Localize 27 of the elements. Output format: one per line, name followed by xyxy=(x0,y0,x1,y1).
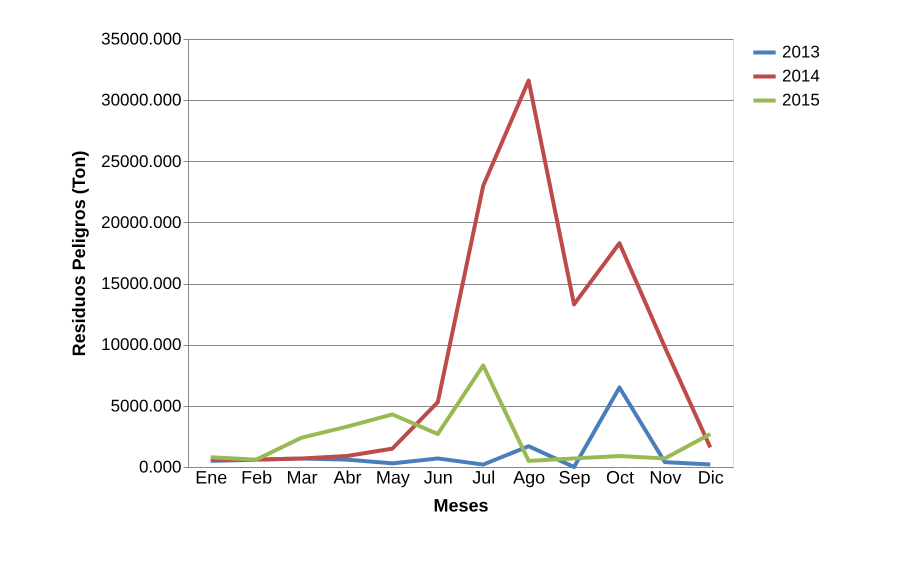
x-tick-label: Ago xyxy=(513,468,546,488)
line-series xyxy=(208,78,712,462)
x-tick-label: Sep xyxy=(558,468,591,488)
y-tick-label: 30000.000 xyxy=(101,90,182,110)
legend-label: 2015 xyxy=(782,90,820,110)
legend-label: 2014 xyxy=(782,66,820,86)
x-tick-label: Nov xyxy=(649,468,682,488)
y-tick-label: 35000.000 xyxy=(101,30,182,48)
x-tick-label: Mar xyxy=(286,468,318,488)
line-series xyxy=(208,364,712,463)
y-tick-label: 0.000 xyxy=(138,458,182,476)
x-tick-label: Oct xyxy=(606,468,634,488)
y-tick-label: 5000.000 xyxy=(110,396,182,416)
y-tick-label: 15000.000 xyxy=(101,274,182,294)
y-tick-label: 20000.000 xyxy=(101,212,182,232)
x-tick-label: Dic xyxy=(698,468,724,488)
y-tick-label: 10000.000 xyxy=(101,335,182,354)
x-tick-label: May xyxy=(376,468,410,488)
legend-label: 2013 xyxy=(782,42,820,62)
x-tick-label: Jul xyxy=(472,468,496,488)
x-tick-label: Feb xyxy=(241,468,272,488)
x-tick-label: Ene xyxy=(195,468,228,488)
x-axis-title: Meses xyxy=(433,496,489,516)
x-tick-label: Jun xyxy=(424,468,453,488)
y-tick-label: 25000.000 xyxy=(101,152,182,171)
x-tick-label: Abr xyxy=(333,468,362,488)
y-axis-title: Residuos Peligros (Ton) xyxy=(69,150,90,356)
